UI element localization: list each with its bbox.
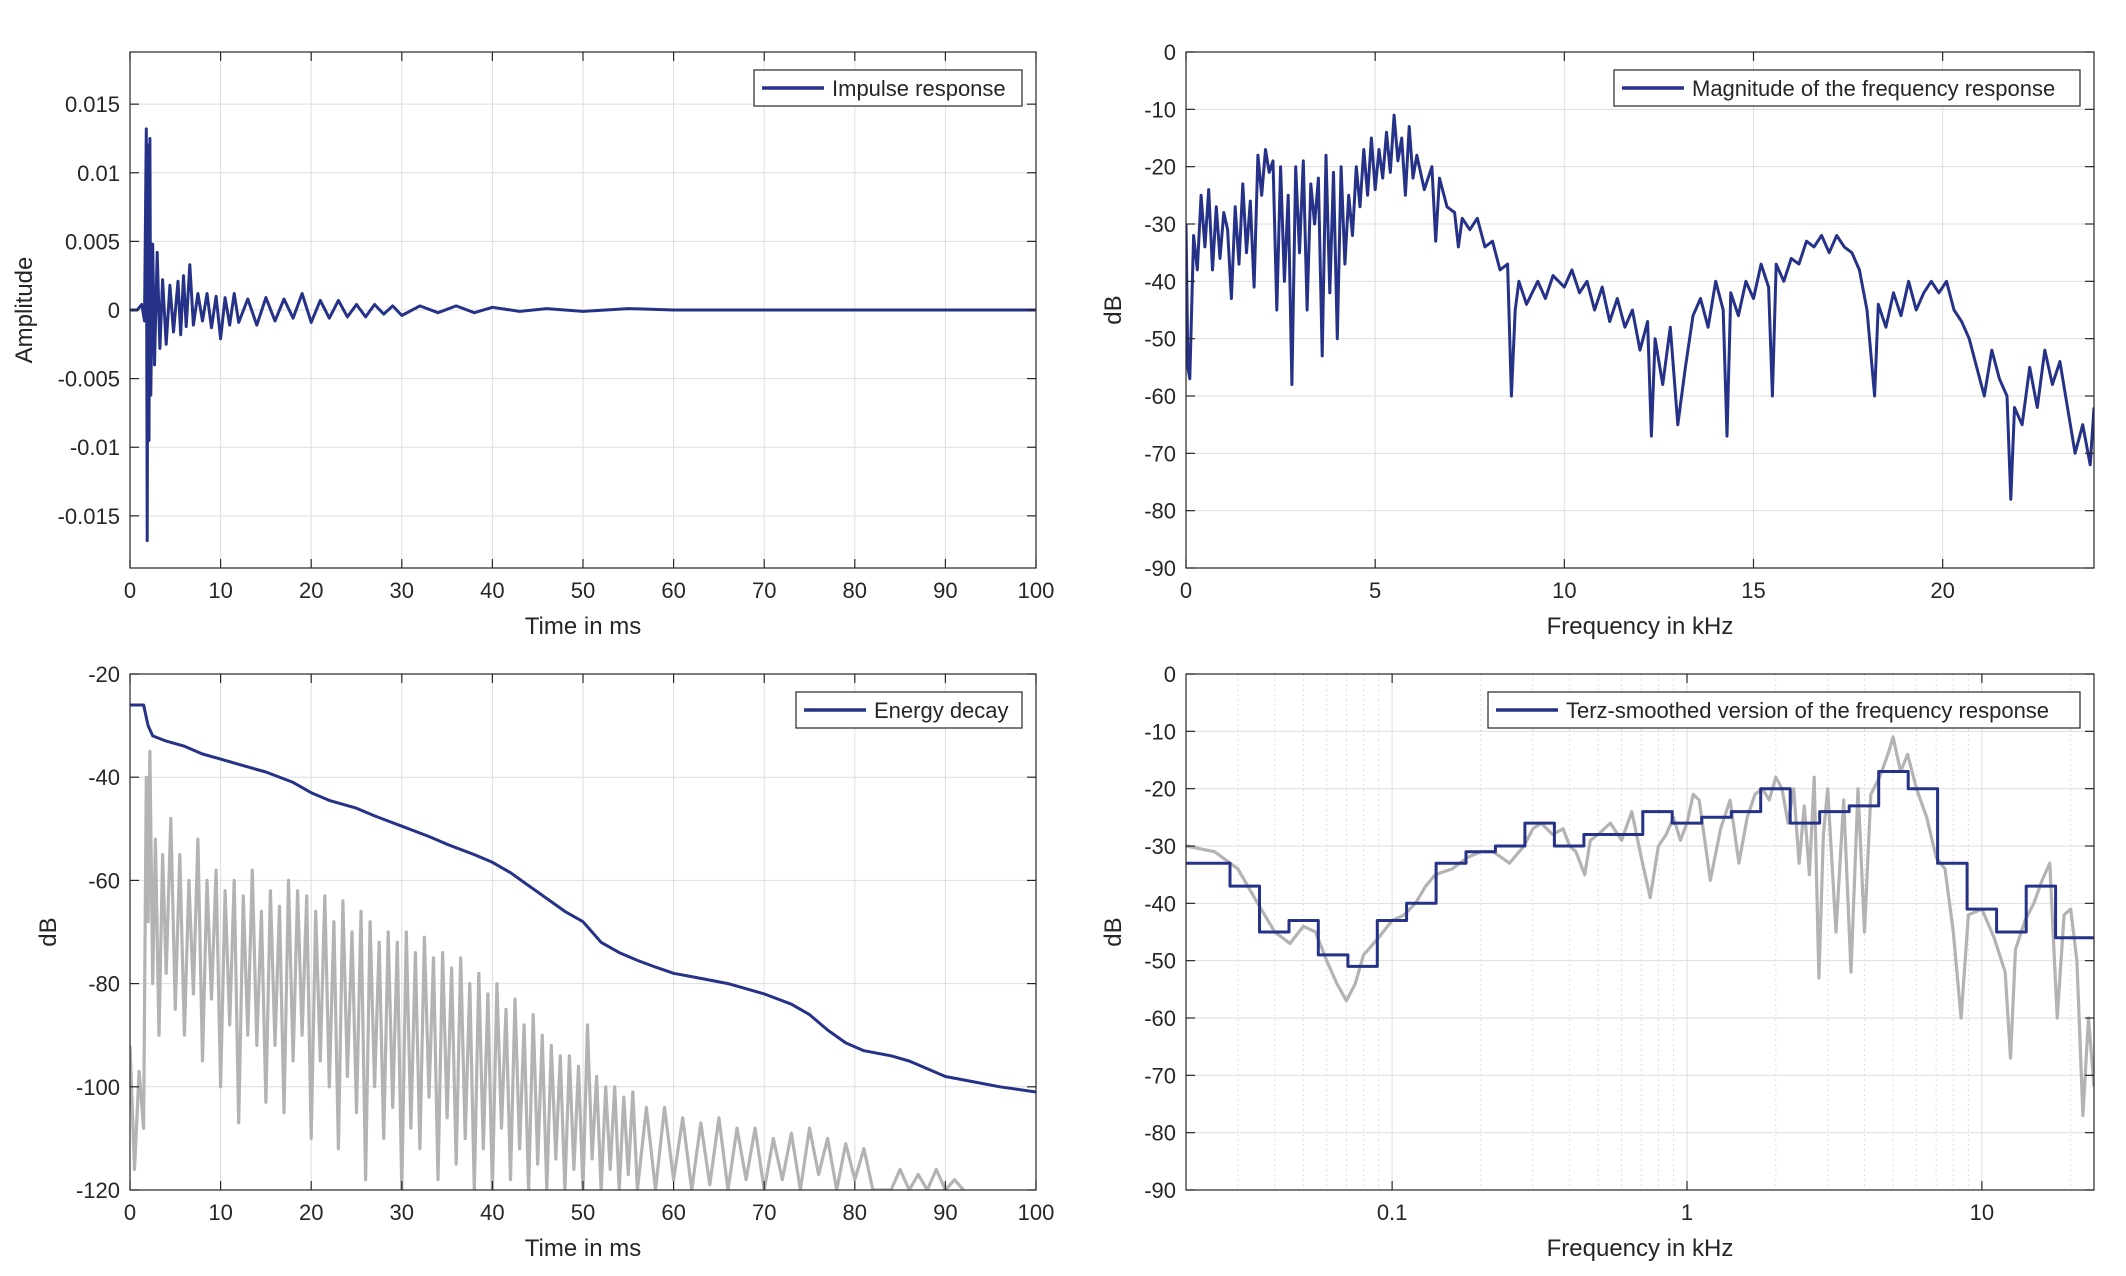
y-tick-label: -20 [1144,777,1176,802]
y-tick-label: -40 [1144,269,1176,294]
y-tick-label: -20 [88,662,120,687]
y-tick-label: -60 [1144,1006,1176,1031]
y-tick-label: -50 [1144,327,1176,352]
x-tick-label: 0 [124,578,136,603]
y-tick-label: -30 [1144,834,1176,859]
legend-label: Terz-smoothed version of the frequency r… [1566,698,2049,723]
x-tick-label: 20 [299,1200,323,1225]
x-tick-label: 80 [843,1200,867,1225]
y-tick-label: -60 [88,868,120,893]
y-axis-label: Amplitude [11,257,38,364]
y-tick-label: 0 [1164,40,1176,65]
x-tick-label: 10 [208,578,232,603]
legend: Impulse response [753,69,1023,107]
series-line-secondary [1186,735,2094,1118]
x-axis-label: Frequency in kHz [1547,1235,1734,1262]
series-line-primary [130,127,1036,543]
legend: Magnitude of the frequency response [1613,69,2081,107]
x-tick-label: 30 [390,1200,414,1225]
y-tick-label: -80 [1144,499,1176,524]
legend-label: Magnitude of the frequency response [1692,76,2055,101]
x-tick-label: 80 [843,578,867,603]
y-tick-label: -40 [88,765,120,790]
x-tick-label: 1 [1681,1200,1693,1225]
y-tick-label: -90 [1144,1178,1176,1203]
legend: Terz-smoothed version of the frequency r… [1487,691,2081,729]
x-tick-label: 100 [1018,578,1055,603]
x-axis-label: Time in ms [525,613,641,640]
frequency-response-panel: 0 5 10 15 20 0 -10 -20 -30 -40 -50 -60 -70 -80 -90 Freq… [1100,40,2095,640]
x-axis-label: Time in ms [525,1235,641,1262]
y-tick-label: -90 [1144,556,1176,581]
x-tick-label: 50 [571,578,595,603]
series-group [1186,735,2094,1118]
y-axis-label: dB [35,917,62,946]
y-tick-label: -120 [76,1178,120,1203]
x-tick-label: 70 [752,578,776,603]
x-tick-label: 0 [1180,578,1192,603]
x-tick-label: 90 [933,1200,957,1225]
x-tick-label: 40 [480,578,504,603]
y-tick-label: -40 [1144,891,1176,916]
y-tick-label: -30 [1144,212,1176,237]
legend-label: Impulse response [832,76,1006,101]
x-tick-label: 20 [299,578,323,603]
energy-decay-panel: 0 10 20 30 40 50 60 70 80 90 100 -20 -40 -60 -80 -100 -1… [35,662,1054,1262]
x-tick-label: 30 [390,578,414,603]
series-line-secondary [130,749,965,1190]
x-tick-label: 60 [661,1200,685,1225]
axes-box [1185,673,2095,1191]
y-tick-label: 0.005 [65,229,120,254]
x-tick-label: 5 [1369,578,1381,603]
y-tick-label: -0.005 [58,367,120,392]
legend-box [1613,69,2081,107]
y-tick-label: 0 [108,298,120,323]
x-tick-label: 10 [1970,1200,1994,1225]
y-tick-label: -70 [1144,1063,1176,1088]
series-group [130,127,1036,543]
y-tick-label: -20 [1144,155,1176,180]
x-tick-label: 50 [571,1200,595,1225]
x-tick-label: 15 [1741,578,1765,603]
axes-box [1185,51,2095,569]
y-tick-label: -10 [1144,97,1176,122]
x-tick-label: 90 [933,578,957,603]
y-tick-label: 0 [1164,662,1176,687]
series-line-primary [130,703,1036,1094]
x-tick-label: 0 [124,1200,136,1225]
legend-label: Energy decay [874,698,1009,723]
legend-box [1487,691,2081,729]
x-tick-label: 70 [752,1200,776,1225]
y-tick-label: -10 [1144,719,1176,744]
y-axis-label: dB [1100,295,1127,324]
y-tick-label: -50 [1144,949,1176,974]
y-tick-label: 0.01 [77,161,120,186]
impulse-response-panel: 0 10 20 30 40 50 60 70 80 90 100 0.015 0.01 0.005 0 -0.… [11,51,1055,640]
series-group [1186,113,2094,501]
x-tick-label: 100 [1018,1200,1055,1225]
series-line-primary [1186,770,2094,968]
x-tick-label: 10 [1552,578,1576,603]
plot-area [1186,674,2094,1190]
x-tick-label: 0.1 [1377,1200,1408,1225]
y-tick-label: -0.01 [70,435,120,460]
x-tick-label: 40 [480,1200,504,1225]
legend: Energy decay [795,691,1023,729]
x-tick-label: 20 [1930,578,1954,603]
x-tick-label: 10 [208,1200,232,1225]
y-tick-label: -0.015 [58,504,120,529]
x-tick-label: 60 [661,578,685,603]
y-tick-label: -70 [1144,441,1176,466]
y-tick-label: -80 [1144,1121,1176,1146]
y-tick-label: -100 [76,1075,120,1100]
series-line-primary [1186,113,2094,501]
y-tick-label: 0.015 [65,92,120,117]
x-axis-label: Frequency in kHz [1547,613,1734,640]
y-tick-label: -60 [1144,384,1176,409]
y-axis-label: dB [1100,917,1127,946]
terz-smoothed-panel: 0.1 1 10 0 -10 -20 -30 -40 -50 -60 -70 -80 -90 Freque… [1100,662,2095,1262]
series-group [130,703,1036,1190]
y-tick-label: -80 [88,972,120,997]
